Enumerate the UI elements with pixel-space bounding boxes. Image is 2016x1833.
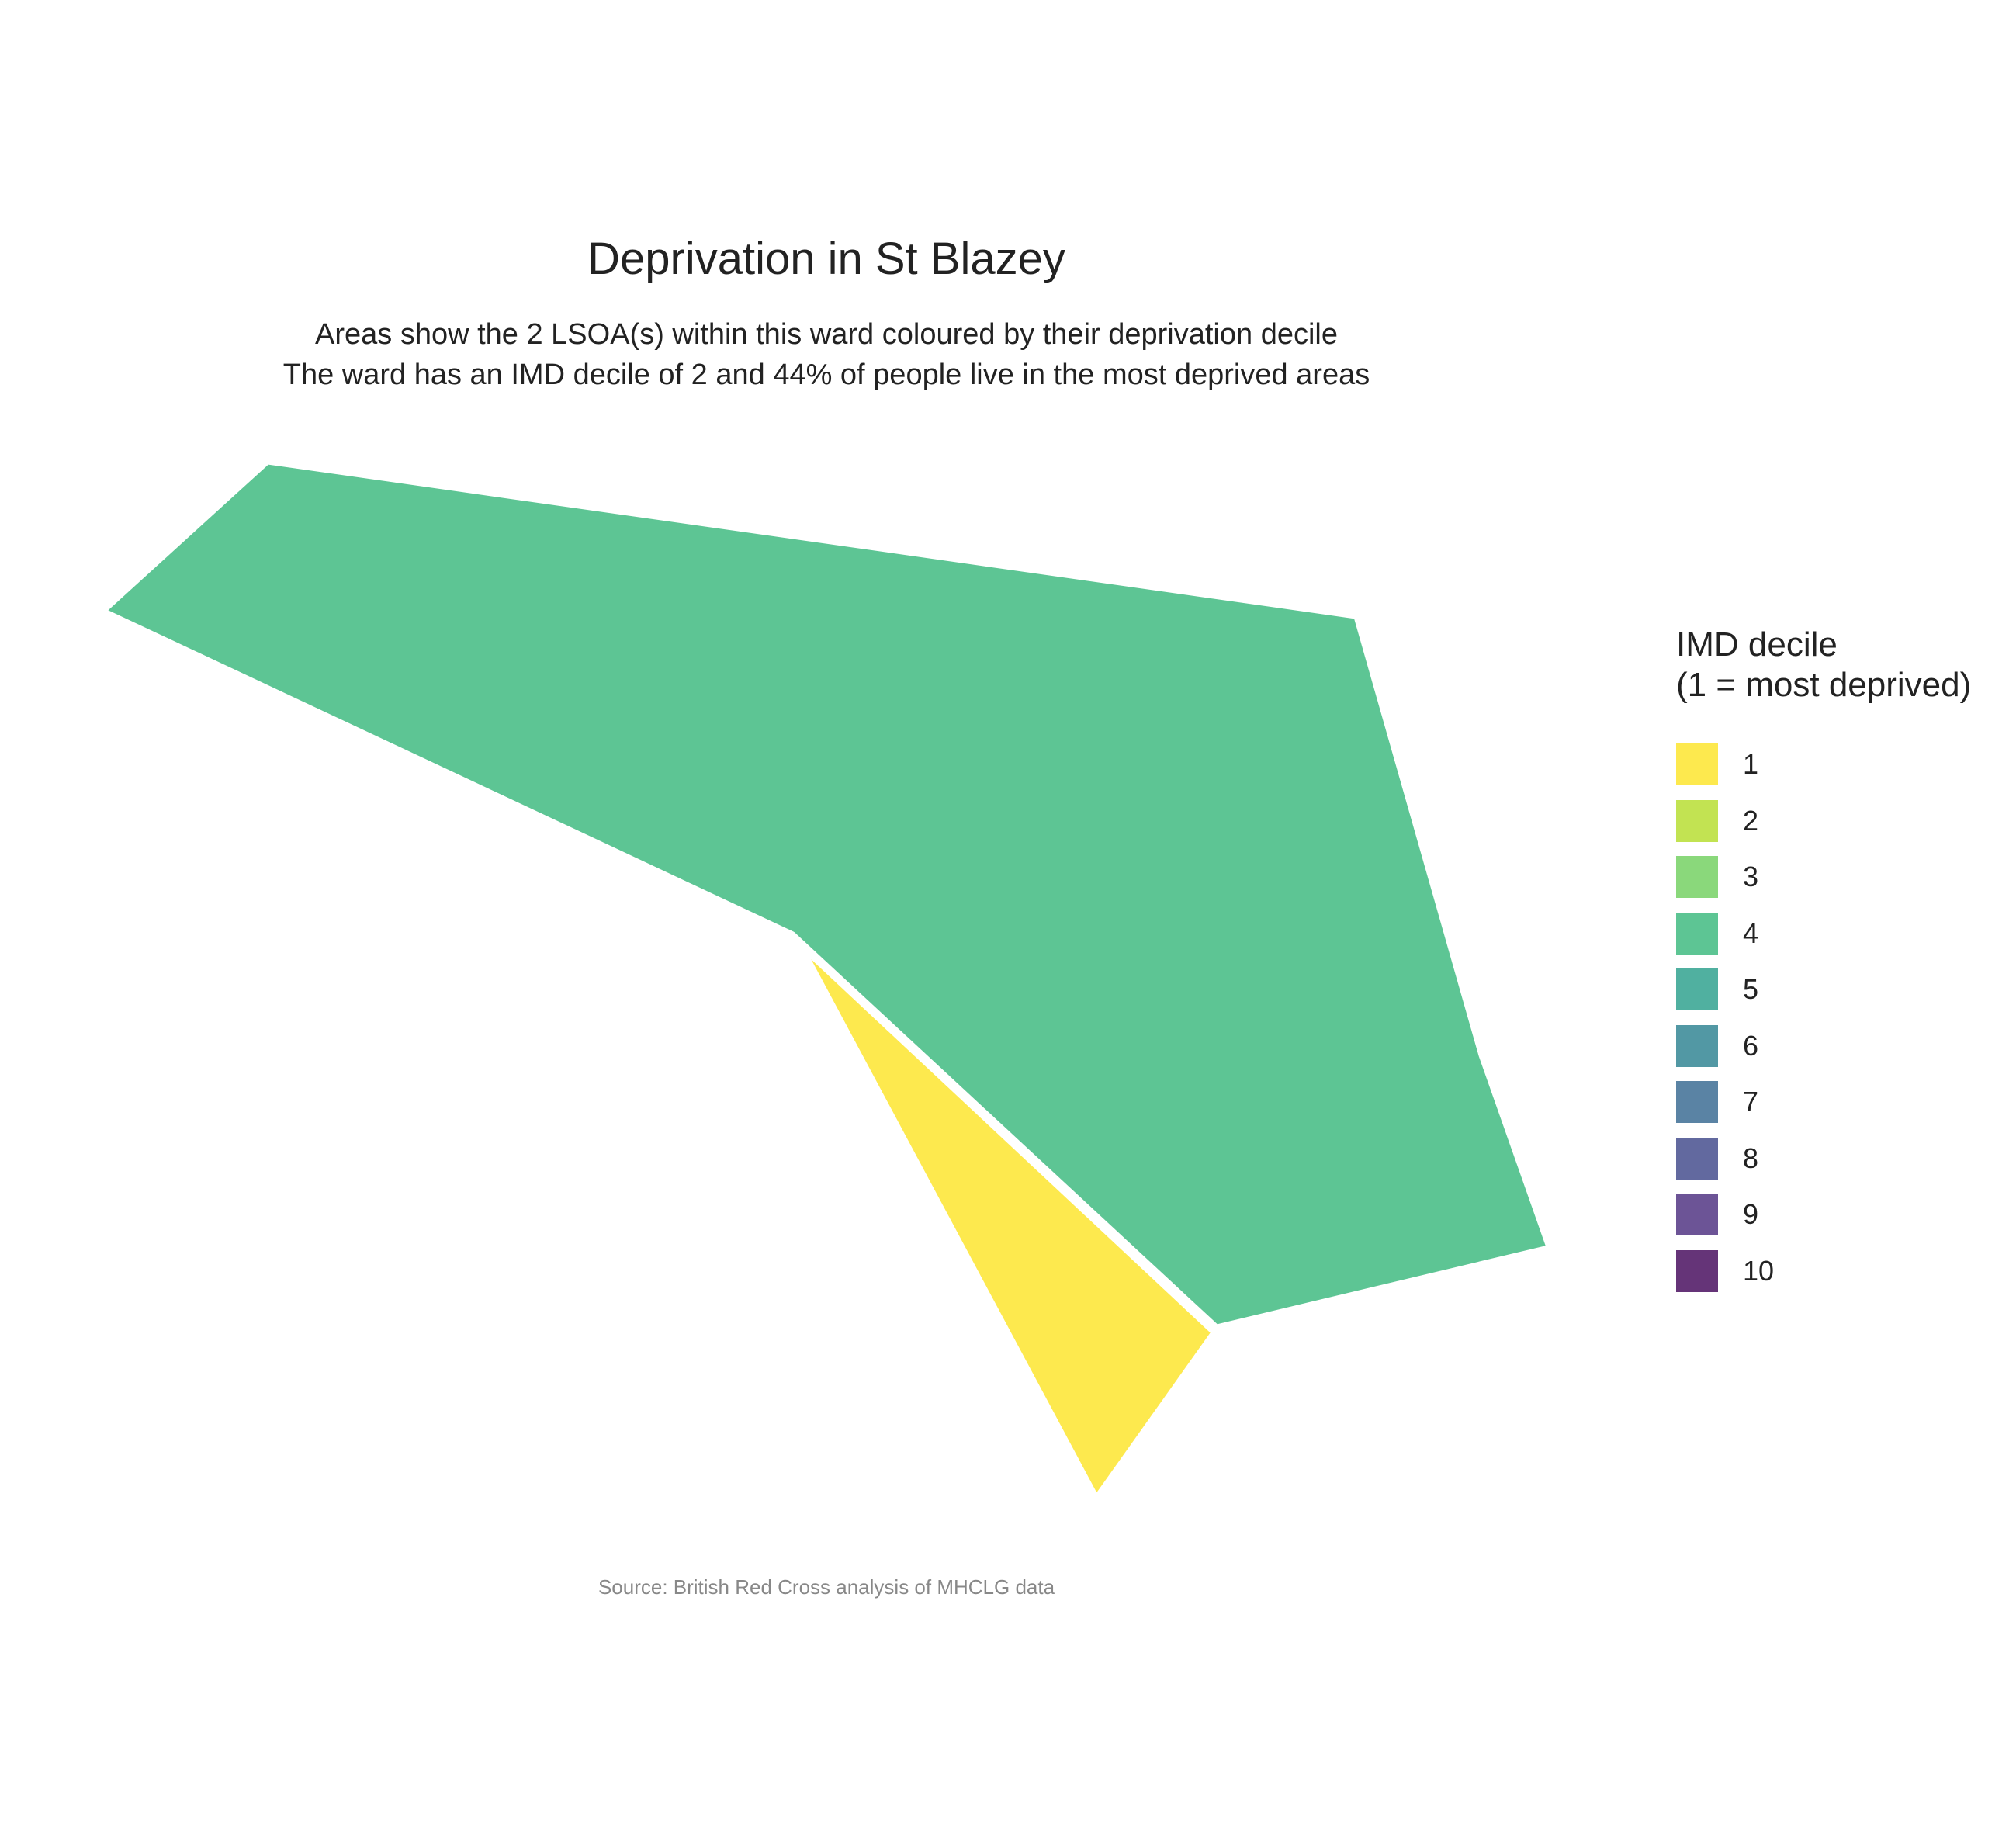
legend-swatch <box>1676 1081 1718 1124</box>
source-caption: Source: British Red Cross analysis of MH… <box>598 1575 1055 1599</box>
legend-label: 9 <box>1743 1198 1759 1231</box>
legend-item-4: 4 <box>1676 906 1971 962</box>
legend-label: 5 <box>1743 973 1759 1006</box>
legend-swatch <box>1676 1137 1718 1180</box>
legend-item-1: 1 <box>1676 736 1971 793</box>
legend-label: 1 <box>1743 748 1759 781</box>
legend-item-6: 6 <box>1676 1018 1971 1075</box>
legend-item-7: 7 <box>1676 1074 1971 1131</box>
legend-label: 4 <box>1743 916 1759 949</box>
legend-swatch <box>1676 1249 1718 1292</box>
legend-title: IMD decile (1 = most deprived) <box>1676 625 1971 705</box>
legend-item-3: 3 <box>1676 849 1971 906</box>
legend-swatch <box>1676 856 1718 899</box>
legend-title-line-2: (1 = most deprived) <box>1676 666 1972 704</box>
legend-swatch <box>1676 912 1718 955</box>
lsoa-area-decile-4 <box>102 460 1550 1329</box>
legend-title-line-1: IMD decile <box>1676 625 1838 664</box>
legend-swatch <box>1676 799 1718 842</box>
legend-swatch <box>1676 743 1718 786</box>
lsoa-area-decile-1 <box>802 948 1215 1499</box>
legend-item-5: 5 <box>1676 962 1971 1018</box>
legend-item-10: 10 <box>1676 1243 1971 1300</box>
legend-label: 2 <box>1743 804 1759 837</box>
legend-item-9: 9 <box>1676 1187 1971 1243</box>
legend: IMD decile (1 = most deprived) 1 2 3 4 5 6 7 8 9… <box>1676 625 1971 1299</box>
legend-label: 8 <box>1743 1142 1759 1174</box>
legend-swatch <box>1676 1024 1718 1067</box>
subtitle-line-1: Areas show the 2 LSOA(s) within this war… <box>315 318 1338 351</box>
legend-items: 1 2 3 4 5 6 7 8 9 10 <box>1676 736 1971 1299</box>
legend-label: 7 <box>1743 1086 1759 1118</box>
legend-label: 6 <box>1743 1029 1759 1062</box>
legend-label: 10 <box>1743 1254 1775 1287</box>
legend-swatch <box>1676 1194 1718 1236</box>
chart-title: Deprivation in St Blazey <box>587 234 1065 284</box>
legend-item-8: 8 <box>1676 1131 1971 1187</box>
chart-subtitle: Areas show the 2 LSOA(s) within this war… <box>0 314 1653 395</box>
legend-item-2: 2 <box>1676 793 1971 850</box>
legend-label: 3 <box>1743 861 1759 893</box>
legend-swatch <box>1676 968 1718 1011</box>
subtitle-line-2: The ward has an IMD decile of 2 and 44% … <box>282 359 1370 391</box>
